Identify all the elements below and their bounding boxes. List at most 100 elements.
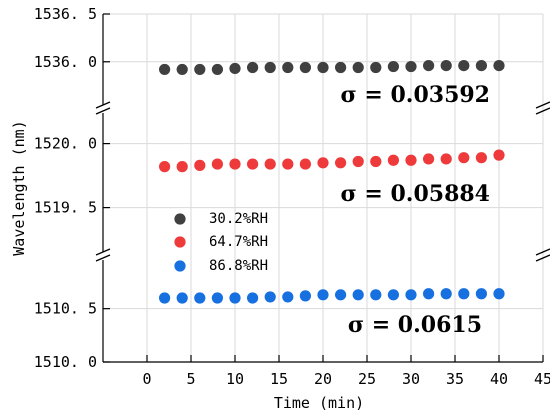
data-point	[335, 289, 347, 301]
data-point	[387, 154, 399, 166]
data-point	[211, 63, 223, 76]
x-tick-label: 35	[446, 370, 464, 388]
data-point	[352, 61, 364, 74]
data-point	[317, 157, 329, 169]
legend-label: 30.2%RH	[209, 211, 268, 227]
data-point	[440, 60, 452, 72]
data-points	[159, 60, 505, 304]
data-point	[423, 153, 435, 165]
y-tick-label: 1519. 5	[34, 199, 97, 217]
x-tick-label: 0	[142, 370, 151, 388]
data-point	[458, 60, 470, 72]
data-point	[335, 157, 347, 169]
x-tick-label: 30	[402, 370, 420, 388]
legend-label: 86.8%RH	[209, 258, 268, 274]
data-point	[229, 158, 241, 170]
x-tick-label: 20	[314, 370, 332, 388]
data-point	[423, 288, 435, 300]
sigma-annotation: σ = 0.0615	[348, 312, 482, 338]
data-point	[299, 61, 311, 74]
y-axis-title: Wavelength (nm)	[10, 120, 28, 255]
axis-break-mark	[535, 101, 550, 109]
y-tick-label: 1536. 5	[34, 5, 97, 23]
x-tick-label: 5	[186, 370, 195, 388]
data-point	[176, 161, 188, 173]
y-tick-label: 1510. 5	[34, 300, 97, 318]
data-point	[194, 292, 206, 304]
sigma-annotation: σ = 0.05884	[341, 181, 490, 207]
legend-marker	[174, 213, 186, 225]
legend-label: 64.7%RH	[209, 234, 268, 250]
axis-break-mark	[95, 107, 111, 115]
x-axis-title: Time (min)	[274, 394, 364, 412]
data-point	[264, 158, 276, 170]
data-point	[493, 149, 505, 161]
data-point	[247, 61, 259, 74]
axis-break-mark	[535, 254, 550, 262]
legend-marker	[174, 236, 186, 248]
data-point	[264, 61, 276, 74]
data-point	[335, 61, 347, 74]
x-tick-label: 15	[270, 370, 288, 388]
data-point	[229, 292, 241, 304]
legend-marker	[174, 260, 186, 272]
data-point	[423, 60, 435, 72]
data-point	[159, 292, 171, 304]
y-tick-label: 1510. 0	[34, 353, 97, 371]
data-point	[405, 60, 417, 73]
data-point	[475, 152, 487, 164]
data-point	[159, 161, 171, 173]
axis-break-mark	[95, 248, 111, 256]
data-point	[493, 288, 505, 300]
x-tick-label: 10	[226, 370, 244, 388]
sigma-annotation: σ = 0.03592	[341, 82, 490, 108]
legend: 30.2%RH 64.7%RH 86.8%RH	[174, 211, 268, 274]
chart-text: 1536. 0 1536. 5 1519. 5 1520. 0 1510. 0 1510.…	[10, 5, 550, 412]
x-tick-label: 25	[358, 370, 376, 388]
data-point	[194, 159, 206, 171]
data-point	[159, 63, 171, 76]
axis-break-mark	[535, 248, 550, 256]
data-point	[282, 158, 294, 170]
data-point	[176, 63, 188, 76]
data-point	[387, 289, 399, 301]
data-point	[211, 292, 223, 304]
data-point	[352, 289, 364, 301]
x-tick-label: 45	[534, 370, 550, 388]
data-point	[370, 61, 382, 74]
data-point	[405, 154, 417, 166]
data-point	[475, 288, 487, 300]
x-tick-label: 40	[490, 370, 508, 388]
data-point	[264, 291, 276, 303]
y-tick-label: 1536. 0	[34, 53, 97, 71]
data-point	[405, 289, 417, 301]
data-point	[299, 158, 311, 170]
axis-break-mark	[95, 254, 111, 262]
data-point	[211, 158, 223, 170]
data-point	[247, 158, 259, 170]
axes	[95, 13, 550, 363]
data-point	[299, 290, 311, 302]
data-point	[440, 153, 452, 165]
data-point	[247, 292, 259, 304]
data-point	[317, 61, 329, 74]
axis-break-mark	[535, 107, 550, 115]
data-point	[176, 292, 188, 304]
axis-break-mark	[95, 101, 111, 109]
data-point	[229, 62, 241, 75]
y-tick-label: 1520. 0	[34, 135, 97, 153]
data-point	[282, 61, 294, 74]
data-point	[387, 60, 399, 73]
data-point	[370, 289, 382, 301]
data-point	[458, 152, 470, 164]
data-point	[440, 288, 452, 300]
data-point	[493, 60, 505, 72]
data-point	[282, 291, 294, 303]
data-point	[458, 288, 470, 300]
data-point	[370, 155, 382, 168]
data-point	[194, 63, 206, 76]
data-point	[317, 289, 329, 301]
data-point	[475, 60, 487, 72]
data-point	[352, 155, 364, 168]
